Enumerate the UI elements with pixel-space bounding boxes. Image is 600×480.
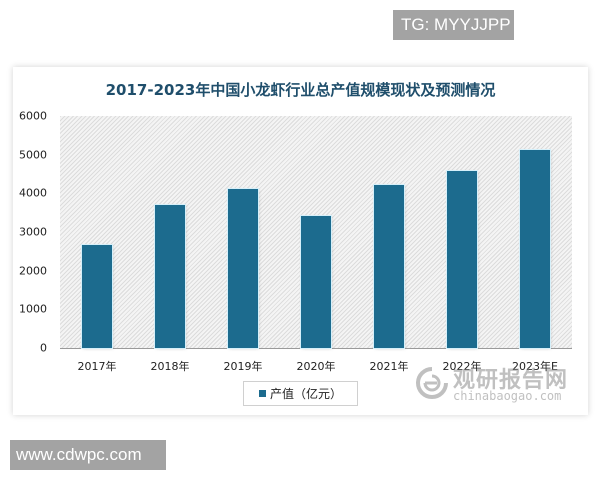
chart-title: 2017-2023年中国小龙虾行业总产值规模现状及预测情况 — [105, 81, 496, 99]
bar — [228, 189, 258, 348]
chart-card: 2017-2023年中国小龙虾行业总产值规模现状及预测情况 6000 5000 … — [13, 67, 588, 415]
x-tick-label: 2017年 — [77, 360, 117, 373]
chinabaogao-logo-icon — [416, 367, 448, 399]
bar — [447, 170, 477, 348]
y-tick: 6000 — [19, 109, 47, 123]
x-tick-label: 2023年E — [512, 360, 558, 373]
y-tick: 3000 — [19, 225, 47, 239]
y-tick: 2000 — [19, 264, 47, 278]
watermark-cn-text: 观研报告网 — [453, 368, 569, 393]
bar — [374, 184, 404, 348]
chinabaogao-watermark: 观研报告网 chinabaogao.com — [415, 360, 585, 408]
legend: 产值（亿元） — [243, 381, 358, 406]
watermark-en-text: chinabaogao.com — [453, 389, 562, 403]
y-tick: 4000 — [19, 186, 47, 200]
url-watermark-badge: www.cdwpc.com — [10, 440, 166, 470]
x-tick-label: 2022年 — [442, 360, 482, 373]
bar — [520, 150, 550, 348]
x-tick-label: 2019年 — [223, 360, 263, 373]
x-tick-label: 2021年 — [369, 360, 409, 373]
y-tick: 5000 — [19, 148, 47, 162]
x-tick-label: 2020年 — [296, 360, 336, 373]
bar — [155, 204, 185, 348]
y-tick: 1000 — [19, 302, 47, 316]
x-tick-label: 2018年 — [150, 360, 190, 373]
bar — [301, 216, 331, 348]
y-tick: 0 — [40, 341, 47, 355]
legend-label: 产值（亿元） — [269, 387, 342, 401]
bar — [82, 245, 112, 348]
tg-watermark-badge: TG: MYYJJPP — [393, 10, 514, 40]
legend-swatch-icon — [258, 390, 266, 397]
plot-area — [60, 116, 572, 349]
